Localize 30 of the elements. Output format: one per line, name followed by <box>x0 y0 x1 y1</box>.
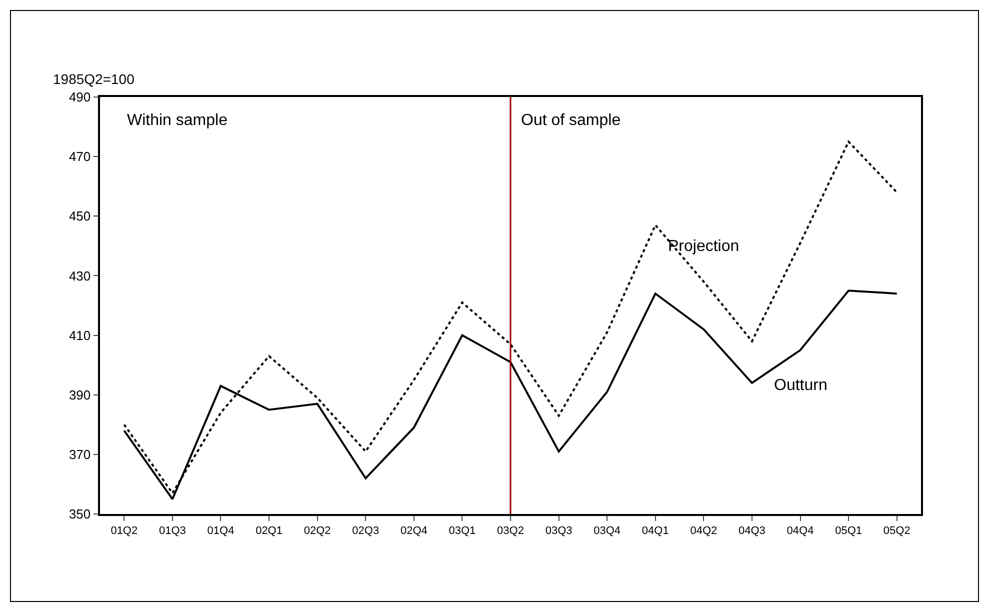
x-tick-label: 01Q4 <box>207 524 234 537</box>
x-tick-label: 03Q4 <box>594 524 621 537</box>
x-tick-label: 04Q4 <box>786 524 814 537</box>
x-tick-label: 03Q2 <box>497 524 524 537</box>
x-tick-label: 02Q2 <box>304 524 331 537</box>
x-tick-label: 05Q1 <box>835 524 862 537</box>
y-axis-title: 1985Q2=100 <box>53 71 135 87</box>
y-tick-label: 370 <box>68 446 91 462</box>
y-tick-label: 430 <box>68 268 91 284</box>
series-label: Projection <box>668 238 740 255</box>
x-tick-label: 01Q2 <box>110 524 138 537</box>
annotation: Within sample <box>127 112 228 129</box>
x-tick-label: 02Q1 <box>256 524 282 537</box>
x-tick-label: 05Q2 <box>883 524 910 537</box>
y-tick-label: 350 <box>68 506 91 522</box>
x-tick-label: 02Q3 <box>352 524 380 537</box>
x-tick-label: 03Q1 <box>448 524 476 537</box>
x-tick-label: 03Q3 <box>545 524 572 537</box>
y-tick-label: 450 <box>68 208 91 224</box>
y-tick-label: 390 <box>68 387 91 402</box>
y-tick-label: 470 <box>68 149 91 164</box>
y-tick-label: 410 <box>68 328 91 343</box>
annotation: Out of sample <box>521 112 621 129</box>
x-tick-label: 04Q1 <box>642 524 669 537</box>
x-tick-label: 01Q3 <box>158 524 186 537</box>
series-label: Outturn <box>774 377 828 394</box>
x-tick-label: 04Q3 <box>738 524 766 537</box>
x-tick-label: 04Q2 <box>690 524 718 537</box>
y-tick-label: 490 <box>68 90 91 105</box>
x-tick-label: 02Q4 <box>400 524 428 537</box>
